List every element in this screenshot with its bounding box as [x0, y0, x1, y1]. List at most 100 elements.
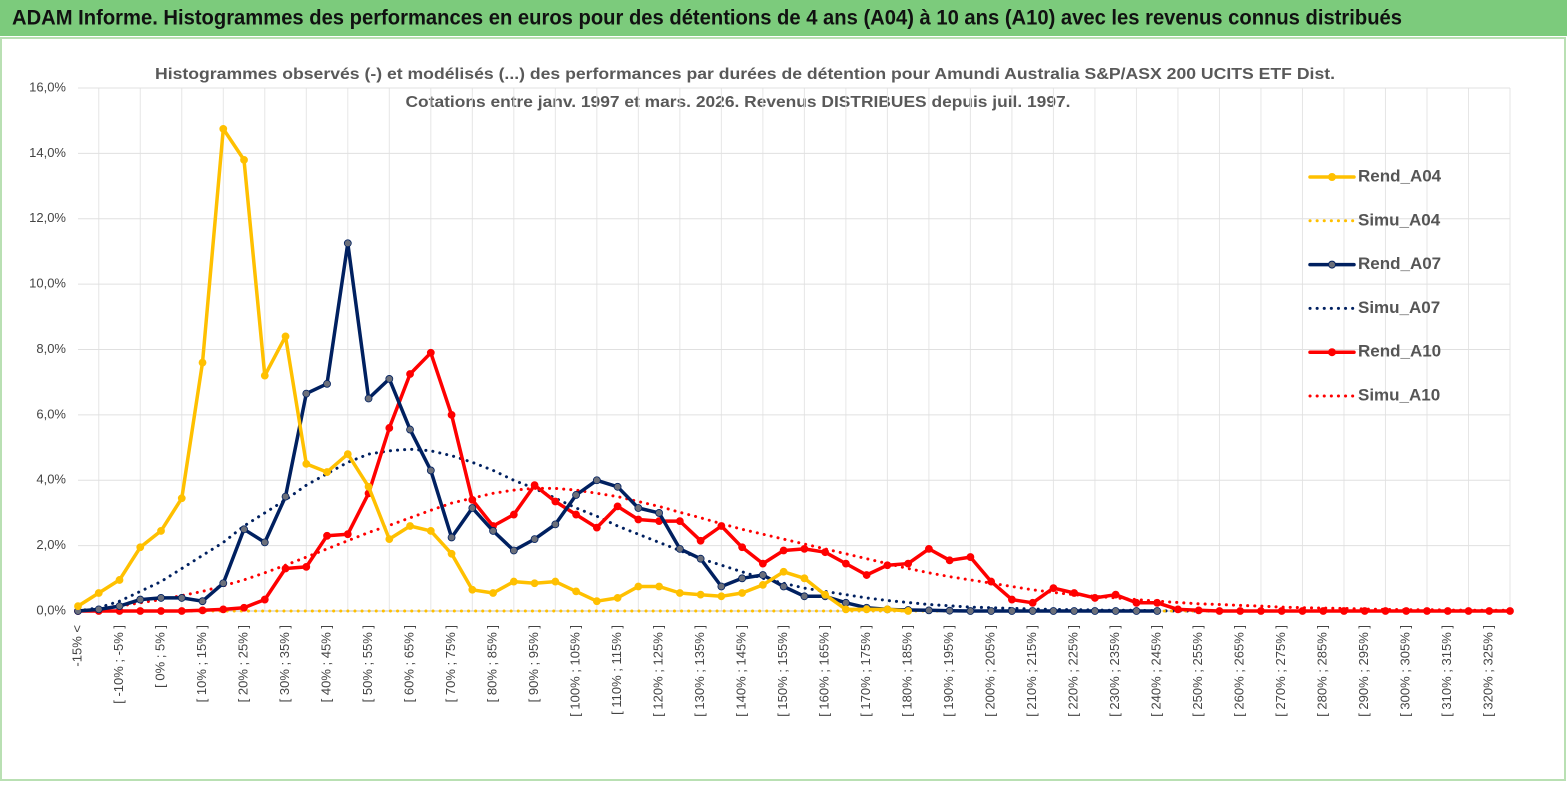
data-point: [758, 559, 767, 568]
data-point: [530, 579, 539, 588]
y-tick-label: 2,0%: [36, 537, 66, 552]
data-point: [572, 510, 580, 519]
data-point: [177, 607, 186, 615]
data-point: [717, 592, 726, 601]
data-point: [551, 497, 560, 506]
data-point: [841, 598, 850, 607]
data-point: [447, 533, 456, 542]
data-point: [717, 522, 726, 530]
legend-label: Rend_A10: [1358, 342, 1441, 361]
chart-subtitle: Cotations entre janv. 1997 et mars. 2026…: [406, 94, 1071, 111]
data-point: [136, 607, 145, 615]
data-point: [157, 594, 165, 602]
data-point: [509, 546, 518, 555]
data-point: [655, 582, 664, 591]
data-point: [758, 571, 767, 579]
x-tick-label: [ 280% ; 285% ]: [1315, 625, 1330, 717]
data-point: [717, 582, 726, 591]
data-point: [1049, 584, 1058, 593]
data-point: [281, 332, 290, 341]
data-point: [1008, 595, 1016, 604]
header-bar: [0, 0, 1567, 36]
data-point: [862, 571, 871, 579]
data-point: [634, 504, 643, 512]
data-point: [385, 375, 394, 383]
data-point: [343, 450, 352, 459]
x-tick-label: [ 90% ; 95% ]: [526, 625, 541, 702]
data-point: [1111, 607, 1120, 615]
data-point: [198, 358, 207, 367]
data-point: [468, 504, 477, 512]
data-point: [655, 509, 664, 517]
data-point: [945, 606, 954, 615]
data-point: [447, 410, 456, 419]
x-tick-label: [ 300% ; 305% ]: [1398, 625, 1413, 717]
data-point: [1485, 607, 1494, 615]
y-tick-label: 14,0%: [29, 145, 66, 160]
data-point: [115, 576, 124, 584]
data-point: [1091, 594, 1099, 602]
x-tick-label: [ 290% ; 295% ]: [1356, 625, 1371, 717]
x-tick-label: [ 0% ; 5% ]: [152, 625, 167, 688]
data-point: [468, 585, 477, 594]
data-point: [1443, 607, 1452, 615]
data-point: [323, 379, 331, 388]
data-point: [572, 587, 580, 596]
data-point: [489, 589, 497, 597]
data-point: [1423, 607, 1431, 615]
x-tick-label: [ -10% ; -5% ]: [111, 625, 126, 704]
data-point: [115, 602, 124, 610]
x-tick-label: [ 200% ; 205% ]: [983, 625, 998, 717]
data-point: [1277, 607, 1286, 615]
data-point: [862, 605, 871, 614]
data-point: [509, 510, 518, 519]
data-point: [592, 523, 601, 532]
data-point: [219, 605, 228, 614]
data-point: [821, 590, 830, 599]
data-point: [1008, 607, 1016, 615]
x-tick-label: [ 20% ; 25% ]: [235, 625, 250, 702]
data-point: [302, 389, 311, 398]
data-point: [323, 468, 331, 476]
x-tick-label: [ 130% ; 135% ]: [692, 625, 707, 717]
x-tick-label: [ 320% ; 325% ]: [1481, 625, 1496, 717]
data-point: [779, 582, 788, 591]
data-point: [924, 606, 933, 615]
data-point: [385, 535, 394, 543]
data-point: [1028, 598, 1037, 607]
data-point: [1464, 607, 1473, 615]
data-point: [1070, 607, 1079, 615]
data-point: [945, 556, 954, 565]
data-point: [364, 394, 373, 403]
data-point: [987, 577, 996, 586]
data-point: [883, 605, 892, 614]
data-point: [530, 535, 539, 543]
data-point: [1506, 607, 1514, 615]
y-tick-label: 0,0%: [36, 602, 66, 617]
x-tick-label: [ 10% ; 15% ]: [194, 625, 209, 702]
data-point: [1132, 598, 1141, 607]
legend-marker: [1328, 260, 1336, 269]
y-tick-label: 16,0%: [29, 79, 66, 94]
y-tick-label: 12,0%: [29, 210, 66, 225]
data-point: [904, 559, 913, 568]
data-point: [1257, 607, 1265, 615]
data-point: [240, 156, 248, 164]
data-point: [219, 579, 228, 588]
data-point: [281, 564, 290, 573]
data-point: [904, 607, 913, 615]
data-point: [385, 424, 394, 432]
data-point: [489, 527, 497, 535]
data-point: [343, 530, 352, 539]
data-point: [426, 527, 435, 535]
data-point: [966, 607, 975, 615]
x-tick-label: [ 230% ; 235% ]: [1107, 625, 1122, 717]
x-tick-label: [ 220% ; 225% ]: [1066, 625, 1081, 717]
x-tick-label: [ 190% ; 195% ]: [941, 625, 956, 717]
data-point: [1360, 607, 1369, 615]
data-point: [177, 594, 186, 602]
x-tick-label: [ 270% ; 275% ]: [1273, 625, 1288, 717]
x-tick-label: [ 50% ; 55% ]: [360, 625, 375, 702]
x-tick-label: [ 150% ; 155% ]: [775, 625, 790, 717]
x-tick-label: [ 260% ; 265% ]: [1232, 625, 1247, 717]
